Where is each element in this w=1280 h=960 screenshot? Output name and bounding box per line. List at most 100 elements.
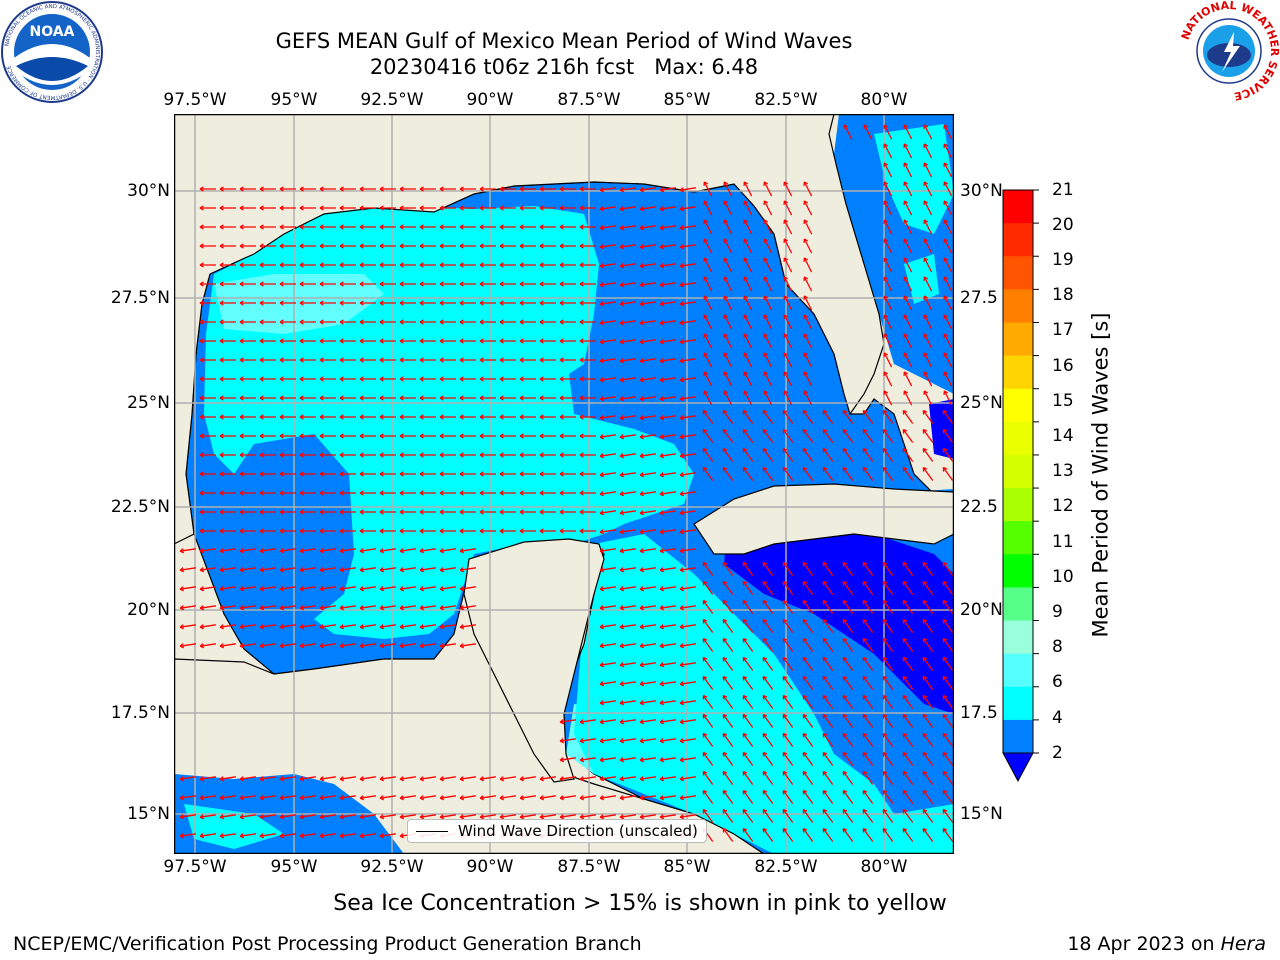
wave-direction-arrow: [942, 751, 954, 766]
wave-direction-arrow: [862, 561, 874, 576]
wave-direction-arrow: [842, 656, 854, 671]
plot-subtitle: 20230416 t06z 216h fcst Max: 6.48: [369, 55, 759, 79]
wave-direction-arrow: [742, 675, 754, 690]
wave-direction-arrow: [279, 338, 296, 344]
wave-direction-arrow: [579, 319, 596, 325]
wave-direction-arrow: [319, 243, 336, 249]
wave-direction-arrow: [219, 357, 236, 363]
wave-direction-arrow: [319, 433, 336, 439]
wave-direction-arrow: [199, 262, 216, 268]
wave-direction-arrow: [299, 186, 316, 192]
wave-direction-arrow: [862, 713, 874, 728]
wave-direction-arrow: [259, 319, 276, 325]
wave-direction-arrow: [743, 257, 753, 273]
wave-direction-arrow: [439, 643, 457, 649]
wave-direction-arrow: [359, 376, 376, 382]
deep-blue-region: [929, 399, 954, 459]
wave-direction-arrow: [723, 257, 733, 273]
wave-direction-arrow: [579, 719, 597, 725]
wave-direction-arrow: [279, 567, 297, 573]
wave-direction-arrow: [943, 352, 953, 368]
wave-direction-arrow: [883, 162, 893, 178]
colorbar-tick-labels: 21 20 19 18 17 16 15 14 13 12 11 10 9 8 …: [1052, 0, 1092, 960]
wave-direction-arrow: [539, 357, 556, 363]
wave-direction-arrow: [679, 605, 697, 611]
wave-direction-arrow: [319, 643, 337, 649]
wave-direction-arrow: [339, 262, 356, 268]
wave-direction-arrow: [619, 529, 637, 535]
wave-direction-arrow: [239, 795, 257, 801]
wave-direction-arrow: [599, 548, 617, 554]
wave-direction-arrow: [619, 757, 637, 763]
wave-direction-arrow: [619, 700, 637, 706]
wave-direction-arrow: [359, 205, 376, 211]
lat-label-left: 22.5°N: [110, 497, 170, 517]
wave-direction-arrow: [199, 300, 216, 306]
wave-direction-arrow: [419, 490, 436, 496]
colorbar-tick: 4: [1052, 708, 1063, 728]
wave-direction-arrow: [559, 357, 576, 363]
wave-direction-arrow: [319, 567, 337, 573]
colorbar-band: [1003, 454, 1033, 489]
wave-direction-arrow: [723, 276, 733, 292]
lon-label-top: 97.5°W: [163, 90, 227, 110]
colorbar-label: Mean Period of Wind Waves [s]: [1088, 312, 1112, 638]
wave-direction-arrow: [619, 605, 637, 611]
colorbar-tick: 13: [1052, 461, 1074, 481]
wave-direction-arrow: [279, 357, 296, 363]
wave-direction-arrow: [279, 433, 296, 439]
wave-direction-arrow: [259, 224, 276, 230]
wave-direction-arrow: [619, 301, 637, 307]
wave-direction-arrow: [822, 409, 834, 424]
wave-direction-arrow: [399, 490, 416, 496]
wave-direction-arrow: [179, 833, 197, 839]
wave-direction-arrow: [539, 243, 556, 249]
wave-direction-arrow: [882, 827, 894, 842]
wave-direction-arrow: [659, 548, 677, 554]
wave-direction-arrow: [319, 357, 336, 363]
wave-direction-arrow: [742, 618, 754, 633]
wave-direction-arrow: [942, 409, 954, 424]
wave-direction-arrow: [299, 624, 317, 630]
wave-direction-arrow: [419, 624, 437, 630]
wave-direction-arrow: [762, 694, 774, 709]
wave-direction-arrow: [499, 795, 517, 801]
wave-direction-arrow: [882, 675, 894, 690]
wave-direction-arrow: [943, 314, 953, 330]
wave-direction-arrow: [339, 205, 356, 211]
colorbar-tick: 6: [1052, 672, 1063, 692]
wave-direction-arrow: [722, 466, 734, 481]
wave-direction-arrow: [519, 776, 537, 782]
wave-direction-arrow: [903, 162, 913, 178]
wave-direction-arrow: [279, 490, 296, 496]
wave-direction-arrow: [903, 124, 913, 140]
wave-direction-arrow: [903, 200, 913, 216]
colorbar-band: [1003, 620, 1033, 655]
wave-direction-arrow: [359, 567, 377, 573]
wave-direction-arrow: [702, 770, 714, 785]
wave-direction-arrow: [359, 605, 377, 611]
wave-direction-arrow: [942, 447, 954, 462]
wave-direction-arrow: [319, 509, 336, 515]
wave-direction-arrow: [762, 599, 774, 614]
wave-direction-arrow: [219, 433, 236, 439]
wave-direction-arrow: [862, 808, 874, 823]
wave-direction-arrow: [943, 276, 953, 292]
lon-label-top: 90°W: [466, 90, 514, 110]
wave-direction-arrow: [559, 319, 576, 325]
wave-direction-arrow: [539, 776, 557, 782]
wave-direction-arrow: [339, 186, 356, 192]
wave-direction-arrow: [399, 300, 416, 306]
wave-direction-arrow: [599, 358, 617, 364]
wave-direction-arrow: [782, 713, 794, 728]
colorbar-tick: 15: [1052, 391, 1074, 411]
wave-direction-arrow: [399, 643, 417, 649]
wave-direction-arrow: [923, 333, 933, 349]
wave-direction-arrow: [762, 637, 774, 652]
wave-direction-arrow: [639, 187, 657, 193]
wave-direction-arrow: [922, 675, 934, 690]
wave-direction-arrow: [339, 376, 356, 382]
wave-direction-arrow: [459, 490, 476, 496]
wave-direction-arrow: [359, 300, 376, 306]
wave-direction-arrow: [599, 757, 617, 763]
